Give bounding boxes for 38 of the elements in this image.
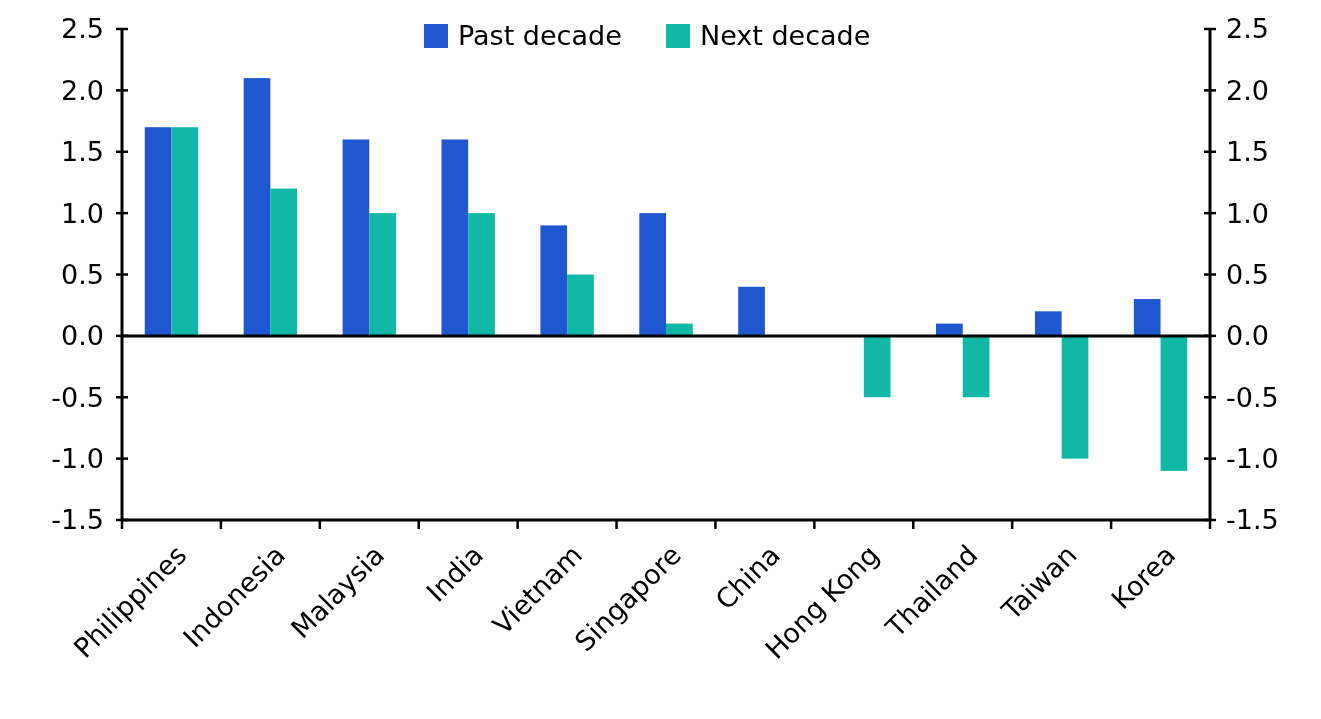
bar: [1061, 335, 1089, 459]
y-tick-label: 2.0: [61, 74, 104, 106]
y-tick-label: 1.5: [61, 136, 104, 168]
bar: [144, 127, 172, 336]
legend-label: Next decade: [700, 20, 871, 52]
y-tick-label: -1.5: [51, 504, 104, 536]
bar: [171, 127, 199, 336]
legend-label: Past decade: [458, 20, 622, 52]
bar: [342, 139, 370, 336]
y-tick-label: -1.0: [51, 443, 104, 475]
y2-tick-label: -1.0: [1226, 443, 1279, 475]
y2-tick-label: 0.5: [1226, 258, 1269, 290]
y2-tick-label: 1.0: [1226, 197, 1269, 229]
y2-tick-label: 0.0: [1226, 320, 1269, 352]
bar: [567, 274, 594, 336]
bar: [369, 213, 396, 336]
y2-tick-label: 2.0: [1226, 74, 1269, 106]
y-tick-label: 0.0: [61, 320, 104, 352]
y-tick-label: -0.5: [51, 381, 104, 413]
bar: [738, 286, 765, 336]
y2-tick-label: 2.5: [1226, 13, 1269, 45]
bar: [1133, 299, 1161, 336]
bar: [1160, 335, 1188, 471]
y-tick-label: 0.5: [61, 258, 104, 290]
y-tick-label: 1.0: [61, 197, 104, 229]
bar: [639, 213, 666, 336]
y2-tick-label: -0.5: [1226, 381, 1279, 413]
bar: [243, 78, 271, 336]
bar: [863, 335, 891, 398]
bar: [468, 213, 495, 336]
bar: [962, 335, 990, 398]
y-tick-label: 2.5: [61, 13, 104, 45]
bar: [1034, 311, 1062, 336]
bar: [441, 139, 469, 336]
bar: [540, 225, 568, 336]
y2-tick-label: -1.5: [1226, 504, 1279, 536]
y2-tick-label: 1.5: [1226, 136, 1269, 168]
bar: [270, 188, 298, 336]
